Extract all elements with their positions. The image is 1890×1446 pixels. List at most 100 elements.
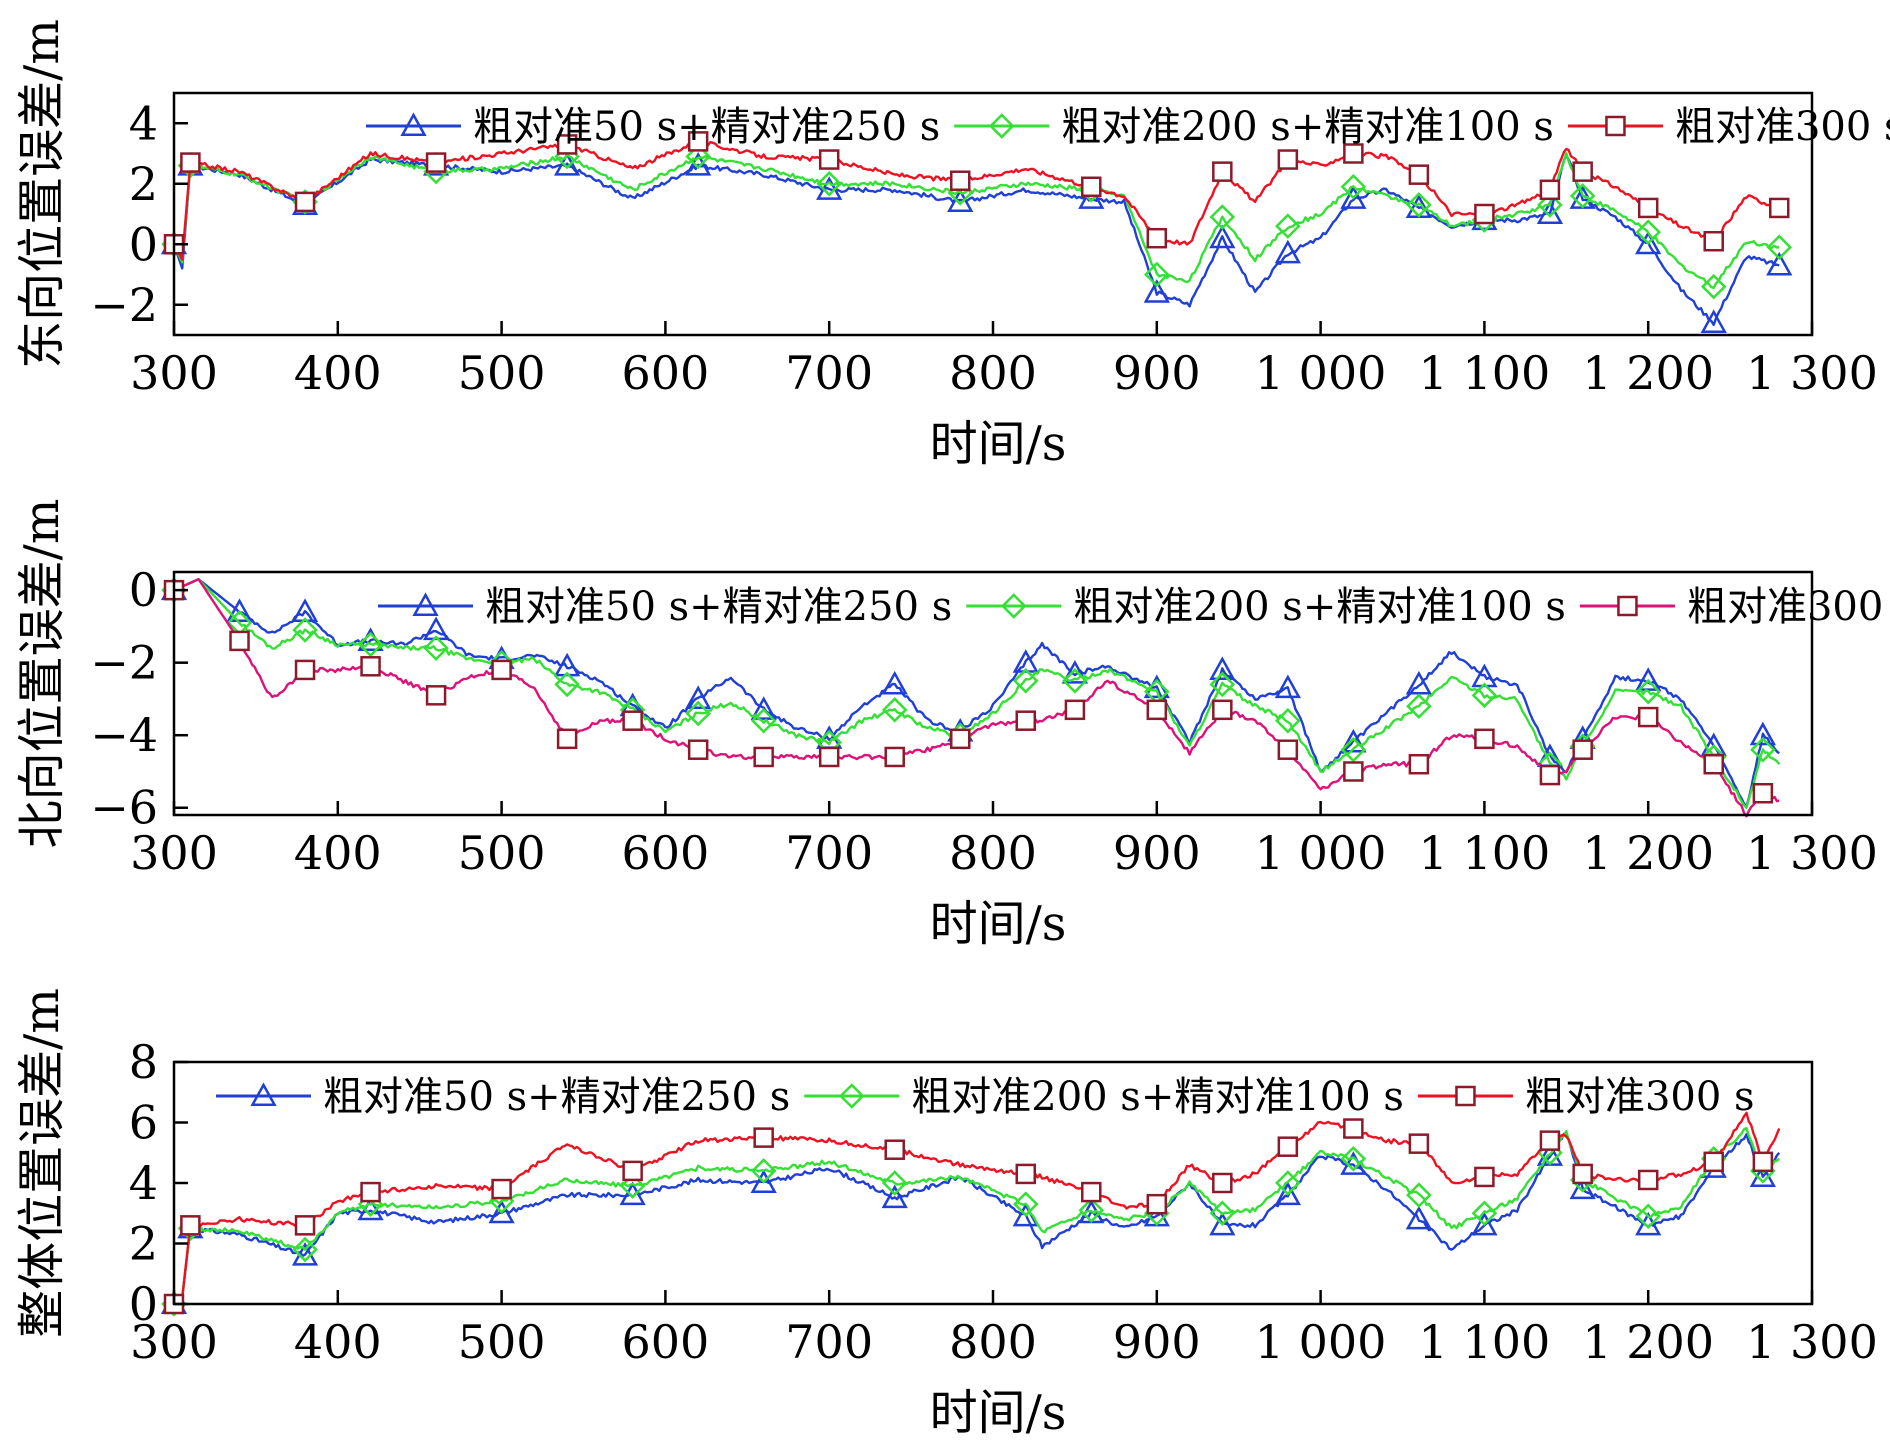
data-point [750, 696, 777, 720]
data-point [1703, 1151, 1724, 1173]
x-tick-label: 600 [621, 346, 709, 400]
legend-marker-icon [838, 1083, 865, 1109]
legend-label: 粗对准200 s+精对准100 s [1073, 584, 1566, 630]
data-point [294, 191, 316, 213]
data-point [1406, 693, 1432, 719]
data-point [292, 1236, 318, 1263]
data-point [1700, 309, 1727, 333]
data-point [229, 630, 250, 652]
data-point [1340, 736, 1367, 763]
chart-panel-2: 300 400 500 600 700 800 900 1 000 1 100 1 200 1 30… [14, 499, 1890, 952]
data-point [292, 617, 318, 643]
data-point [1275, 1170, 1301, 1196]
legend-marker-icon [1000, 593, 1027, 619]
legend-marker-icon [412, 592, 439, 617]
y-tick-label: 2 [129, 157, 158, 211]
legend-marker-icon [1605, 115, 1626, 137]
data-point [1637, 706, 1659, 728]
data-point [1539, 764, 1561, 786]
data-point [750, 707, 777, 734]
y-axis-title: 整体位置误差/m [14, 988, 70, 1338]
data-point [1209, 1200, 1236, 1227]
y-tick-label: −2 [90, 278, 158, 332]
data-point [818, 746, 840, 768]
data-point [753, 1127, 774, 1148]
data-point [491, 659, 512, 681]
x-tick-label: 1 100 [1419, 1315, 1551, 1369]
data-point [1635, 667, 1662, 691]
data-point [622, 1160, 643, 1182]
x-tick-label: 700 [785, 826, 873, 880]
y-axis-title: 东向位置误差/m [14, 19, 70, 369]
legend-label: 粗对准200 s+精对准100 s [1061, 104, 1554, 150]
x-tick-label: 400 [294, 826, 382, 880]
data-point [685, 700, 711, 727]
y-tick-label: 4 [129, 96, 158, 150]
data-point [1536, 200, 1564, 225]
legend-marker-icon [1455, 1085, 1476, 1107]
x-tick-label: 1 000 [1255, 346, 1387, 400]
data-point [1471, 1200, 1498, 1227]
data-point [1408, 1133, 1430, 1154]
data-point [1209, 656, 1236, 680]
data-point [884, 746, 905, 768]
data-point [294, 659, 316, 681]
data-point [1474, 728, 1495, 750]
x-tick-label: 900 [1113, 1315, 1201, 1369]
data-point [1275, 213, 1301, 239]
data-point [1015, 710, 1037, 731]
data-point [1750, 736, 1776, 763]
legend-label: 粗对准300 s [1687, 584, 1890, 630]
series-line-1 [173, 578, 1780, 808]
x-axis-title: 时间/s [930, 896, 1067, 952]
x-tick-label: 700 [785, 1315, 873, 1369]
x-tick-label: 1 300 [1746, 1315, 1878, 1369]
data-point [881, 1170, 908, 1196]
data-point [1212, 1172, 1233, 1194]
y-axis-title: 北向位置误差/m [14, 499, 70, 849]
x-tick-label: 1 200 [1582, 346, 1714, 400]
x-tick-label: 1 300 [1746, 826, 1878, 880]
data-point [1537, 192, 1563, 218]
data-point [685, 143, 711, 170]
data-point [1340, 728, 1367, 753]
data-point [1471, 1211, 1498, 1236]
data-point [1406, 1182, 1432, 1208]
data-point [753, 746, 774, 768]
data-point [1209, 204, 1236, 230]
data-point [1277, 149, 1299, 170]
chart-panel-1: 300 400 500 600 700 800 900 1 000 1 100 1 200 1 30… [14, 19, 1890, 472]
data-point [1078, 185, 1105, 209]
data-point [1212, 699, 1233, 721]
x-axis-title: 时间/s [930, 416, 1067, 472]
x-tick-label: 300 [130, 826, 218, 880]
data-point [816, 170, 842, 197]
data-point [1275, 707, 1301, 734]
legend-label: 粗对准50 s+精对准250 s [473, 104, 940, 150]
data-point [1405, 670, 1433, 695]
data-point [884, 1139, 905, 1160]
x-tick-label: 600 [621, 1315, 709, 1369]
x-tick-label: 500 [458, 346, 546, 400]
data-point [1146, 699, 1168, 721]
x-tick-label: 500 [458, 1315, 546, 1369]
x-tick-label: 1 200 [1582, 1315, 1714, 1369]
x-tick-label: 1 100 [1419, 346, 1551, 400]
data-point [1274, 1181, 1301, 1206]
data-point [1340, 174, 1367, 200]
data-point [750, 1169, 777, 1194]
legend-marker-icon [988, 113, 1015, 139]
legend-label: 粗对准200 s+精对准100 s [911, 1074, 1404, 1120]
data-point [488, 1199, 515, 1224]
data-point [1637, 1169, 1659, 1191]
data-point [1569, 183, 1596, 209]
x-tick-label: 800 [949, 826, 1037, 880]
data-point [360, 1181, 381, 1203]
data-point [949, 728, 971, 750]
data-point [1144, 261, 1170, 288]
data-point [556, 134, 578, 155]
x-tick-label: 300 [130, 346, 218, 400]
data-point [1340, 185, 1367, 209]
data-point [1406, 192, 1432, 218]
data-point [226, 598, 253, 622]
